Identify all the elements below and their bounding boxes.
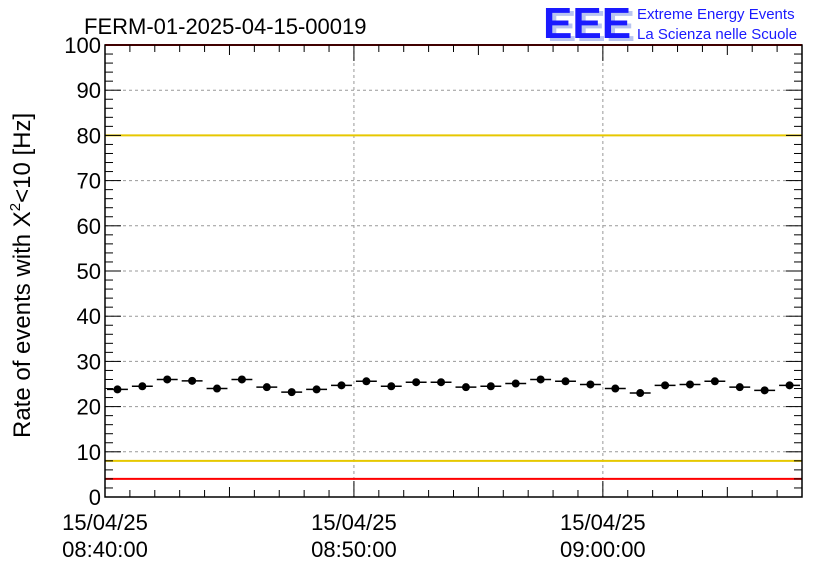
- data-point: [437, 378, 446, 387]
- y-tick-label: 10: [77, 440, 101, 465]
- data-point: [611, 384, 620, 393]
- data-point: [561, 377, 570, 386]
- x-tick-label-time: 08:50:00: [311, 537, 397, 562]
- x-tick-label-date: 15/04/25: [560, 510, 646, 535]
- x-tick-label-time: 08:40:00: [62, 537, 148, 562]
- y-axis-label-rest: <10 [Hz]: [9, 113, 36, 203]
- logo-line-2: La Scienza nelle Scuole: [637, 26, 797, 43]
- logo-acronym: EEE: [543, 0, 631, 48]
- y-axis-label-sup: 2: [7, 203, 24, 211]
- y-tick-label: 90: [77, 78, 101, 103]
- data-point: [163, 375, 172, 384]
- data-point: [262, 383, 271, 392]
- x-tick-label-date: 15/04/25: [62, 510, 148, 535]
- data-point: [486, 382, 495, 391]
- eee-logo: EEE EEE Extreme Energy Events La Scienza…: [543, 0, 797, 51]
- data-point: [213, 384, 222, 393]
- logo-acronym-shadow: EEE: [547, 2, 635, 51]
- data-point: [636, 389, 645, 398]
- y-tick-label: 20: [77, 395, 101, 420]
- x-tick-label-time: 09:00:00: [560, 537, 646, 562]
- y-axis-label: Rate of events with X2<10 [Hz]: [7, 113, 36, 438]
- data-point: [735, 383, 744, 392]
- y-tick-label: 50: [77, 259, 101, 284]
- x-tick-label-date: 15/04/25: [311, 510, 397, 535]
- y-tick-label: 80: [77, 123, 101, 148]
- data-point: [536, 375, 545, 384]
- logo-line-1: Extreme Energy Events: [637, 6, 795, 23]
- data-point: [685, 380, 694, 389]
- data-point: [287, 388, 296, 397]
- data-point: [710, 377, 719, 386]
- data-point: [138, 382, 147, 391]
- data-point: [362, 377, 371, 386]
- y-tick-labels: 0 10 20 30 40 50 60 70 80 90 100: [64, 33, 101, 510]
- chart-title: FERM-01-2025-04-15-00019: [84, 14, 367, 39]
- grid-lines: [105, 45, 802, 497]
- data-point: [387, 382, 396, 391]
- x-tick-labels: 15/04/2508:40:0015/04/2508:50:0015/04/25…: [62, 510, 645, 562]
- y-axis-label-main: Rate of events with X: [9, 211, 36, 438]
- y-tick-label: 40: [77, 304, 101, 329]
- data-point: [188, 376, 197, 385]
- data-point: [586, 380, 595, 389]
- y-tick-label: 100: [64, 33, 101, 58]
- data-point: [661, 381, 670, 390]
- data-point: [412, 378, 421, 387]
- y-tick-label: 30: [77, 349, 101, 374]
- data-point: [337, 381, 346, 390]
- data-points: [107, 375, 800, 398]
- y-tick-label: 60: [77, 214, 101, 239]
- data-point: [760, 386, 769, 395]
- data-point: [511, 379, 520, 388]
- y-tick-label: 70: [77, 169, 101, 194]
- data-point: [312, 385, 321, 394]
- data-point: [785, 381, 794, 390]
- data-point: [461, 383, 470, 392]
- y-tick-label: 0: [89, 485, 101, 510]
- data-point: [113, 385, 122, 394]
- data-point: [237, 375, 246, 384]
- plot-frame: [104, 44, 803, 498]
